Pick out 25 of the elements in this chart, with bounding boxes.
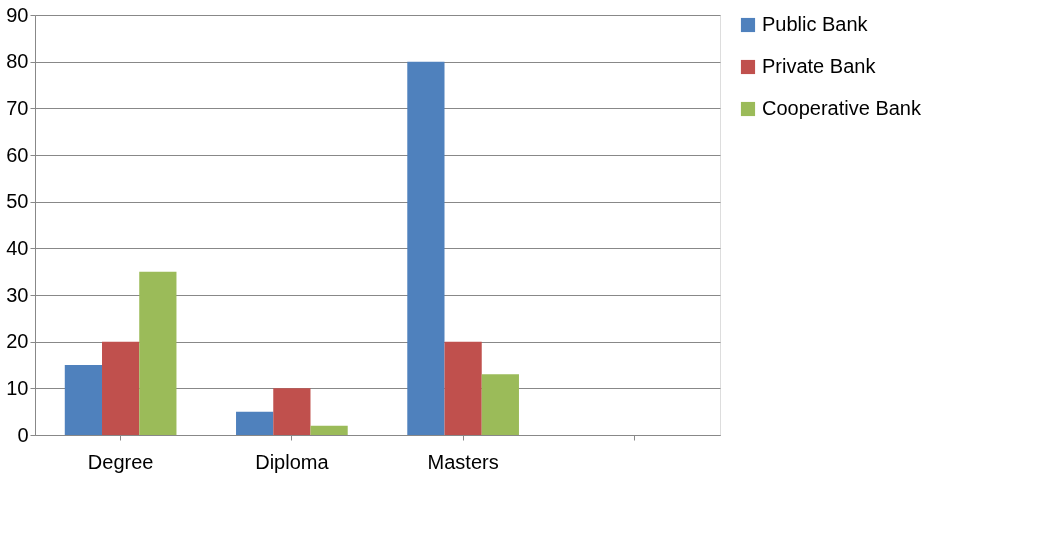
y-tick-label: 80 — [6, 50, 29, 73]
bar — [102, 341, 140, 435]
y-tick-label: 60 — [6, 143, 29, 166]
x-tick-label: Masters — [427, 450, 499, 473]
bar — [310, 425, 348, 435]
bar — [236, 411, 274, 435]
y-tick-label: 10 — [6, 376, 29, 399]
y-tick-label: 50 — [6, 190, 29, 213]
x-tick-label: Degree — [87, 450, 154, 473]
bar — [139, 271, 177, 435]
bar — [273, 388, 311, 435]
y-tick-label: 70 — [6, 96, 29, 119]
y-tick-label: 0 — [17, 423, 29, 446]
bar — [64, 365, 103, 435]
x-tick-label: Diploma — [255, 450, 330, 473]
bar — [444, 341, 482, 435]
legend-label: Public Bank — [762, 13, 869, 35]
y-tick-label: 40 — [6, 236, 29, 259]
y-tick-label: 20 — [6, 330, 29, 353]
bar — [481, 374, 519, 435]
legend-label: Private Bank — [762, 55, 877, 77]
bar — [407, 61, 445, 435]
legend-label: Cooperative Bank — [762, 97, 922, 119]
y-tick-label: 30 — [6, 283, 29, 306]
y-tick-label: 90 — [6, 3, 29, 26]
